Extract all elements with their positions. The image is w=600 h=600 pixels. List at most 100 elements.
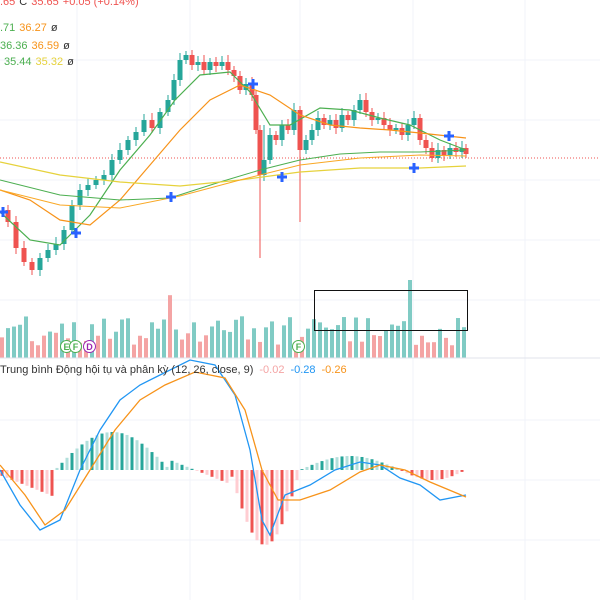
volume-bar	[24, 316, 28, 358]
ma-legend-3: 35.44 35.32 ø	[4, 56, 74, 68]
ohlc-tail: .65	[0, 0, 16, 8]
macd-histogram-bar	[80, 444, 84, 470]
candle-body	[141, 120, 147, 132]
macd-histogram-bar	[235, 470, 239, 494]
volume-bar	[444, 337, 448, 358]
volume-bar	[360, 341, 364, 358]
macd-histogram-bar	[395, 468, 399, 470]
cross-marker-4	[277, 172, 287, 182]
macd-histogram-bar	[230, 470, 234, 477]
macd-histogram-bar	[400, 470, 404, 471]
candle-body	[423, 140, 429, 148]
macd-histogram-bar	[40, 470, 44, 492]
volume-bar	[312, 319, 316, 358]
volume-bar	[216, 320, 220, 358]
candle-body	[429, 148, 435, 158]
candle-body	[45, 250, 51, 258]
candle-body	[109, 160, 115, 175]
candle-body	[441, 150, 447, 155]
macd-histogram-bar	[365, 457, 369, 470]
volume-bar	[144, 338, 148, 358]
macd-histogram-bar	[15, 470, 19, 482]
macd-histogram-bar	[45, 470, 49, 494]
close-value: 35.65	[31, 0, 59, 8]
volume-bar	[156, 328, 160, 358]
volume-bar	[180, 339, 184, 358]
macd-histogram-bar	[125, 434, 129, 470]
candle-body	[387, 125, 393, 130]
macd-histogram-bar	[345, 456, 349, 470]
volume-bar	[390, 324, 394, 358]
macd-histogram-bar	[310, 464, 314, 470]
ma-green-long-line	[0, 149, 467, 201]
volume-bar	[372, 335, 376, 358]
macd-histogram-bar	[360, 456, 364, 470]
candle-body	[273, 135, 279, 140]
volume-bar	[132, 344, 136, 358]
macd-histogram-bar	[90, 437, 94, 470]
event-marker-financial[interactable]: F	[69, 340, 82, 353]
volume-bar	[162, 319, 166, 358]
drawing-rectangle[interactable]	[314, 290, 468, 331]
candle-body	[195, 62, 201, 65]
macd-legend: Trung bình Động hội tụ và phân kỳ (12, 2…	[0, 364, 347, 376]
candle-body	[291, 110, 297, 130]
candle-body	[357, 100, 363, 110]
candle-body	[237, 76, 243, 90]
volume-bar	[426, 342, 430, 358]
event-marker-financial-2[interactable]: F	[292, 340, 305, 353]
cross-marker-2	[166, 192, 176, 202]
candle-body	[189, 55, 195, 65]
volume-bar	[276, 344, 280, 358]
candle-body	[261, 160, 267, 175]
macd-histogram-bar	[415, 470, 419, 478]
volume-bar	[306, 328, 310, 358]
ma-long-line	[0, 161, 467, 187]
volume-bar	[288, 317, 292, 358]
volume-bar	[0, 337, 4, 358]
volume-bar	[456, 318, 460, 358]
ma-mid-line	[0, 84, 467, 226]
macd-histogram-bar	[245, 470, 249, 522]
candle-body	[393, 128, 399, 130]
macd-histogram-bar	[370, 459, 374, 470]
volume-bar	[198, 341, 202, 358]
macd-histogram-bar	[335, 457, 339, 470]
volume-bar	[54, 332, 58, 358]
macd-histogram-bar	[35, 470, 39, 490]
macd-histogram-bar	[420, 470, 424, 479]
volume-bar	[342, 317, 346, 358]
volume-bar	[30, 341, 34, 358]
candle-body	[351, 110, 357, 120]
volume-bar	[450, 345, 454, 358]
moving-averages	[0, 71, 467, 246]
macd-histogram-bar	[50, 470, 54, 496]
candle-body	[285, 125, 291, 130]
volume-bar	[102, 318, 106, 358]
candle-body	[177, 60, 183, 80]
event-marker-dividend[interactable]: D	[83, 340, 96, 353]
candle-body	[231, 70, 237, 76]
candle-body	[321, 118, 327, 125]
macd-histogram-bar	[25, 470, 29, 486]
macd-histogram-bar	[20, 470, 24, 484]
volume-bar	[108, 338, 112, 358]
volume-bar	[222, 330, 226, 358]
cross-marker-5	[409, 163, 419, 173]
candle-body	[253, 95, 259, 130]
candle-body	[405, 125, 411, 135]
volume-bar	[264, 327, 268, 358]
volume-bar	[240, 316, 244, 358]
macd-histogram-bar	[300, 469, 304, 470]
volume-bar	[396, 325, 400, 358]
candle-body	[61, 230, 67, 244]
macd-histogram-bar	[195, 470, 199, 471]
volume-bar	[192, 322, 196, 358]
macd-histogram-bar	[170, 460, 174, 470]
volume-bar	[18, 324, 22, 358]
candle-body	[339, 115, 345, 128]
candle-body	[101, 175, 107, 180]
candle-body	[5, 210, 11, 222]
